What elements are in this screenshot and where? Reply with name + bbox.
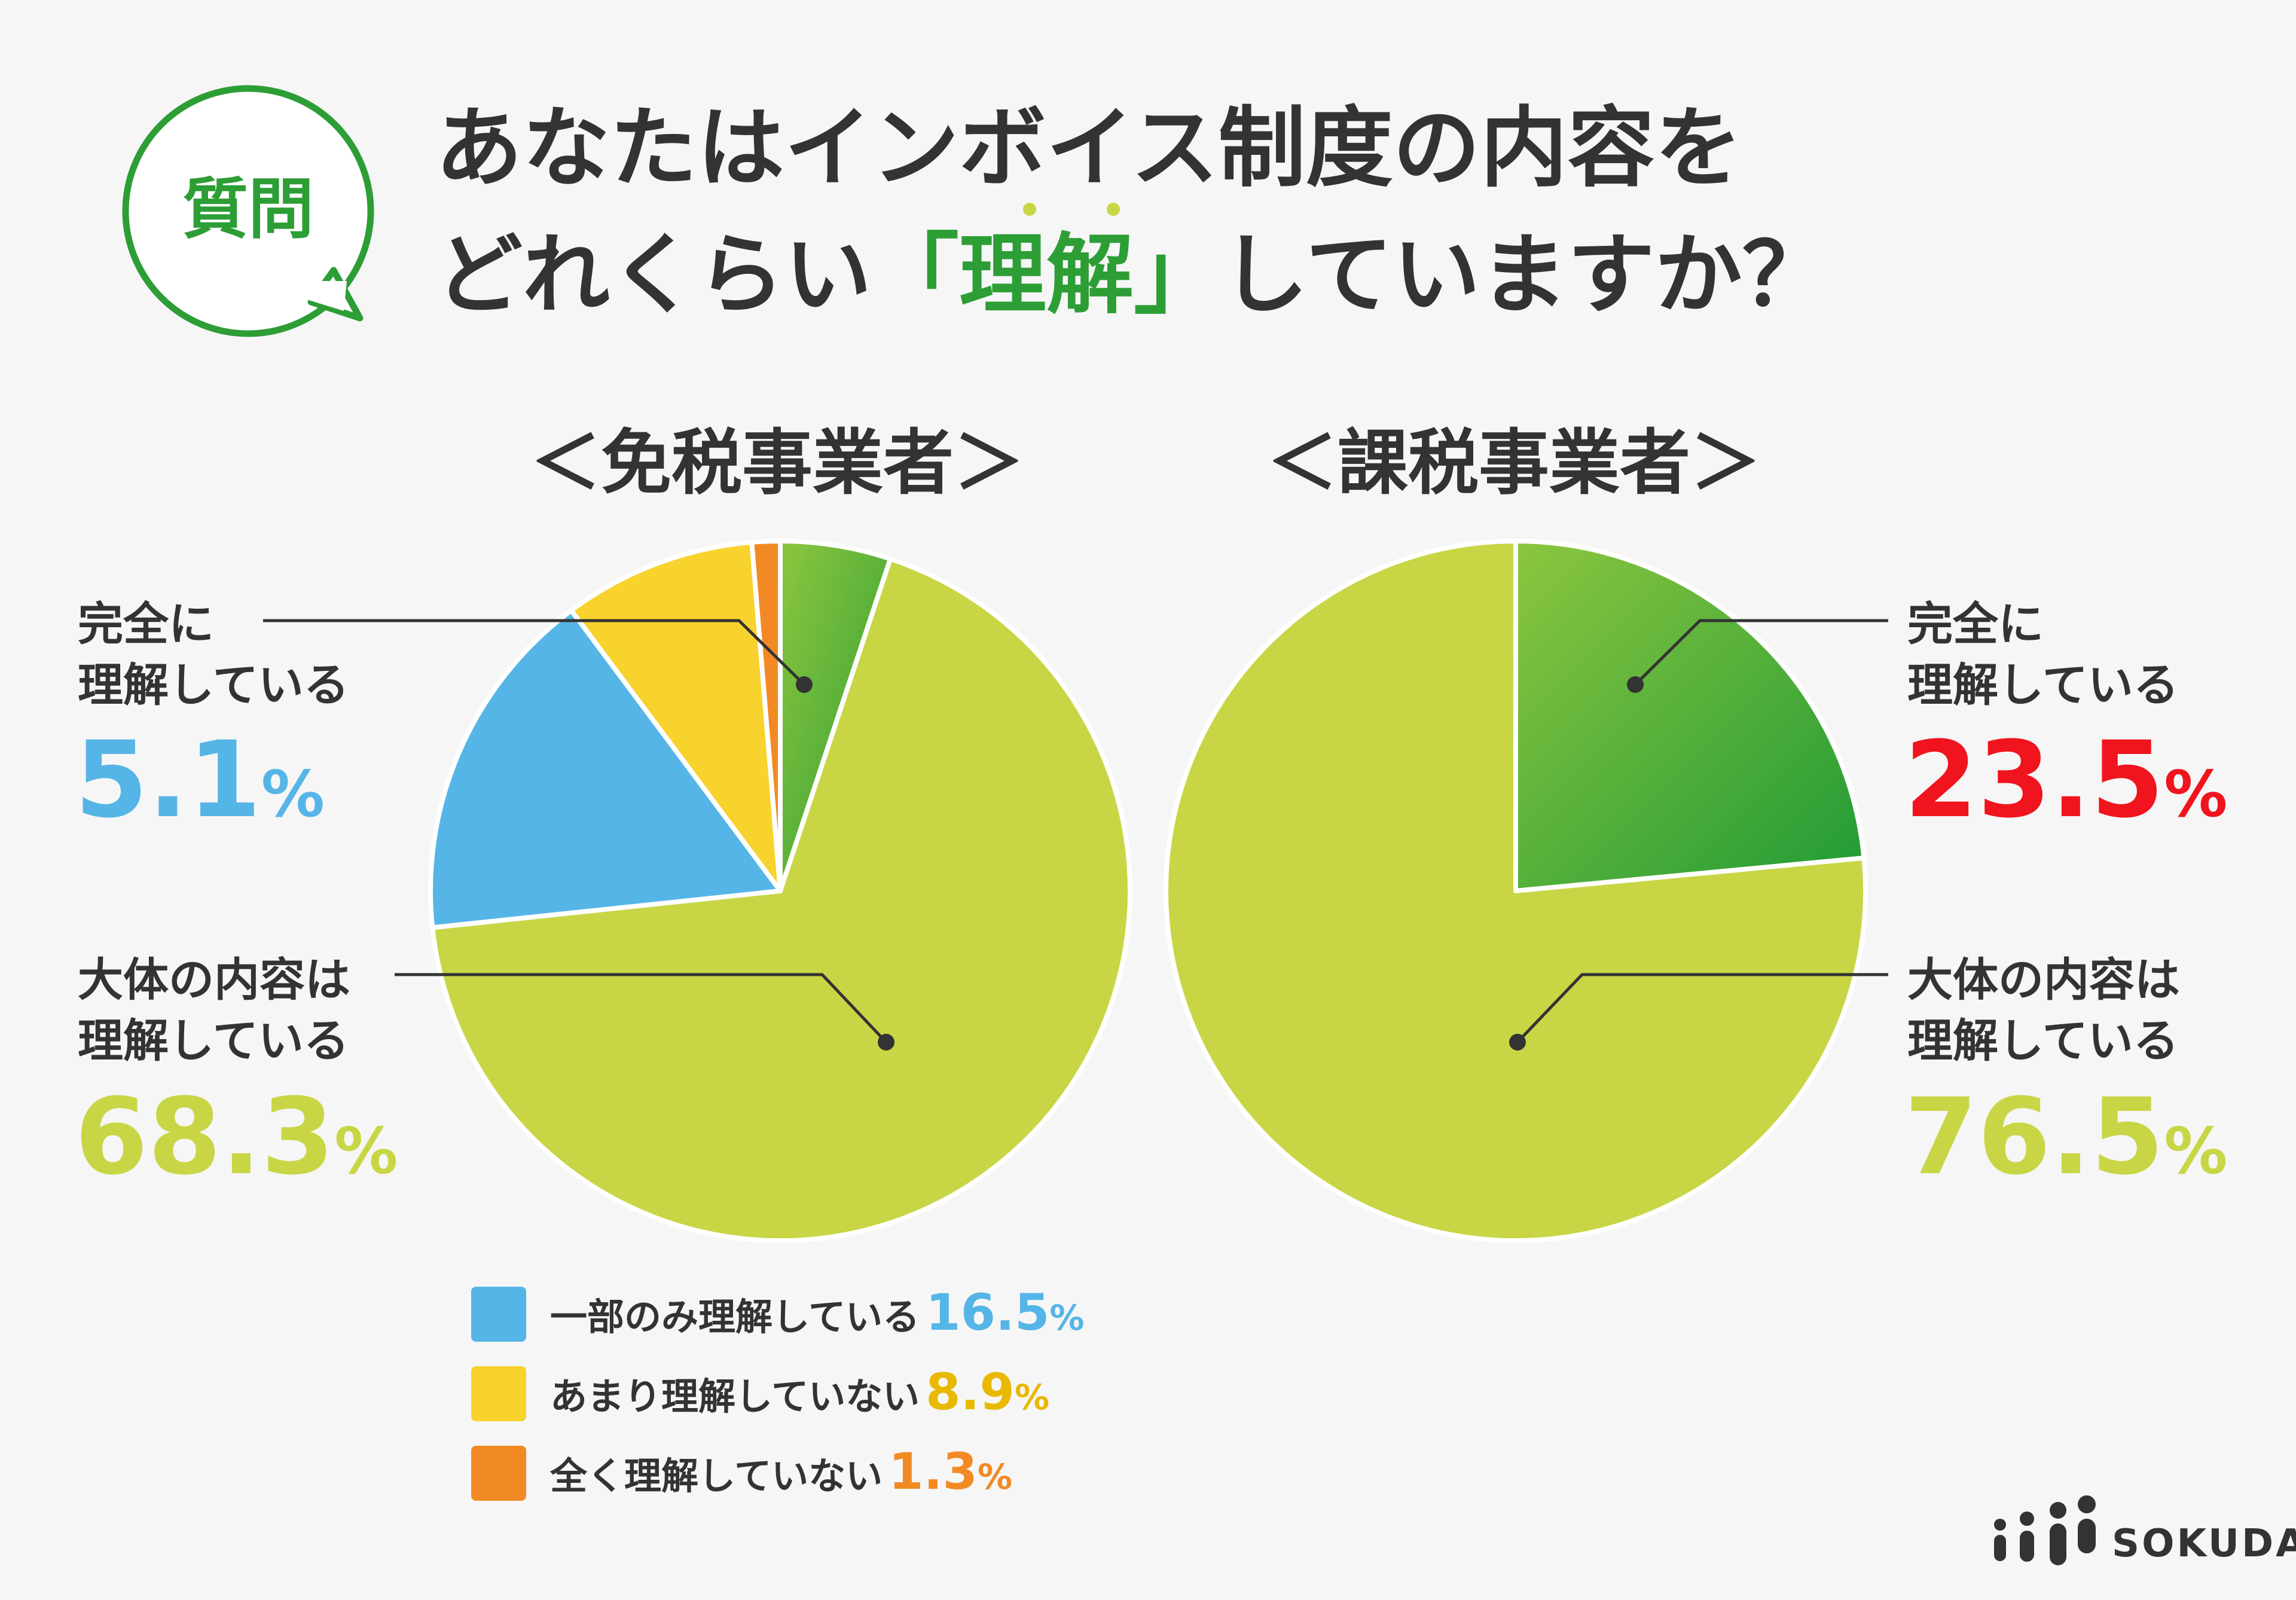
callout-value: 5.1% <box>75 719 325 841</box>
callout-unit: % <box>261 758 325 831</box>
pie-slice <box>1164 539 1868 1243</box>
speech-bubble-icon <box>122 85 374 337</box>
callout-right-mostly: 大体の内容は 理解している 76.5% <box>1904 953 2227 1198</box>
pie-slice <box>1513 539 1867 893</box>
callout-label: 理解している <box>1907 658 2179 712</box>
leader-lines <box>263 619 1888 1043</box>
leader-dots <box>796 676 1644 1051</box>
legend-label: あまり理解していない <box>550 1375 920 1418</box>
right-pie-chart <box>1164 539 1868 1243</box>
emphasis-dot <box>1107 203 1120 216</box>
callout-unit: % <box>2164 1114 2227 1188</box>
legend-unit: % <box>1015 1377 1049 1418</box>
callout-label: 大体の内容は <box>1907 953 2180 1006</box>
callout-number: 68.3 <box>75 1076 334 1198</box>
sokudan-logo: SOKUDAN <box>1994 1495 2296 1566</box>
badge-text: 質問 <box>182 171 314 248</box>
pie-slice <box>428 607 783 930</box>
pie-slice <box>749 539 783 893</box>
legend-unit: % <box>1049 1297 1084 1338</box>
legend-swatch <box>471 1366 526 1421</box>
legend-label: 全く理解していない <box>549 1454 883 1498</box>
logo-mark-icon <box>1994 1495 2096 1565</box>
callout-number: 76.5 <box>1904 1076 2164 1198</box>
leader-line <box>1516 973 1888 1043</box>
callout-label: 完全に <box>78 597 214 651</box>
callout-unit: % <box>2164 758 2227 831</box>
leader-dot <box>1509 1034 1526 1051</box>
legend-swatch <box>471 1287 526 1342</box>
pie-slice <box>569 539 783 893</box>
callout-label: 大体の内容は <box>78 953 350 1006</box>
legend-value: 1.3 <box>889 1442 978 1501</box>
callout-label: 理解している <box>78 658 349 712</box>
legend-entry: 全く理解していない 1.3% <box>549 1442 1012 1501</box>
left-pie-chart <box>428 539 1132 1243</box>
callout-number: 23.5 <box>1904 719 2164 841</box>
title-line-1: あなたはインボイス制度の内容を <box>435 97 1742 199</box>
pie-slice <box>430 556 1132 1243</box>
legend-unit: % <box>978 1457 1012 1497</box>
title-line-2-post: していますか？ <box>1221 224 1830 326</box>
leader-line <box>395 973 887 1043</box>
callout-right-full: 完全に 理解している 23.5% <box>1904 597 2227 841</box>
legend-value: 8.9 <box>926 1363 1015 1421</box>
logo-text: SOKUDAN <box>2112 1522 2296 1566</box>
callout-label: 理解している <box>78 1014 349 1067</box>
page-title: あなたはインボイス制度の内容を どれくらい「理解」していますか？ <box>435 97 1830 326</box>
right-pie-title: ＜課税事業者＞ <box>1267 422 1761 504</box>
callout-left-full: 完全に 理解している 5.1% <box>75 597 349 841</box>
title-bracket-open: 「 <box>872 224 959 326</box>
title-line-2-pre: どれくらい <box>435 224 872 326</box>
leader-dot <box>796 676 813 693</box>
legend-item: 一部のみ理解している 16.5% <box>471 1283 1085 1342</box>
callout-value: 23.5% <box>1904 719 2227 841</box>
legend-item: 全く理解していない 1.3% <box>471 1442 1012 1501</box>
callout-value: 76.5% <box>1904 1076 2227 1198</box>
callout-label: 完全に <box>1907 597 2044 651</box>
legend: 一部のみ理解している 16.5% あまり理解していない 8.9% 全く理解していない… <box>471 1283 1085 1501</box>
legend-entry: あまり理解していない 8.9% <box>550 1363 1049 1421</box>
legend-value: 16.5 <box>926 1283 1049 1342</box>
title-bracket-close: 」 <box>1134 224 1221 326</box>
leader-line <box>263 619 805 686</box>
leader-dot <box>1627 676 1644 693</box>
title-line-2: どれくらい「理解」していますか？ <box>435 224 1830 326</box>
callout-unit: % <box>334 1114 398 1188</box>
question-badge: 質問 <box>122 85 374 337</box>
callout-label: 理解している <box>1907 1014 2179 1067</box>
legend-item: あまり理解していない 8.9% <box>471 1363 1049 1421</box>
callout-number: 5.1 <box>75 719 261 841</box>
left-pie-title: ＜免税事業者＞ <box>530 422 1024 504</box>
leader-dot <box>878 1034 894 1051</box>
legend-swatch <box>471 1446 526 1501</box>
legend-label: 一部のみ理解している <box>550 1295 920 1339</box>
callout-left-mostly: 大体の内容は 理解している 68.3% <box>75 953 398 1198</box>
leader-line <box>1634 619 1888 686</box>
legend-entry: 一部のみ理解している 16.5% <box>550 1283 1085 1342</box>
callout-value: 68.3% <box>75 1076 398 1198</box>
emphasis-dot <box>1023 203 1036 216</box>
title-keyword: 理解 <box>959 224 1134 326</box>
